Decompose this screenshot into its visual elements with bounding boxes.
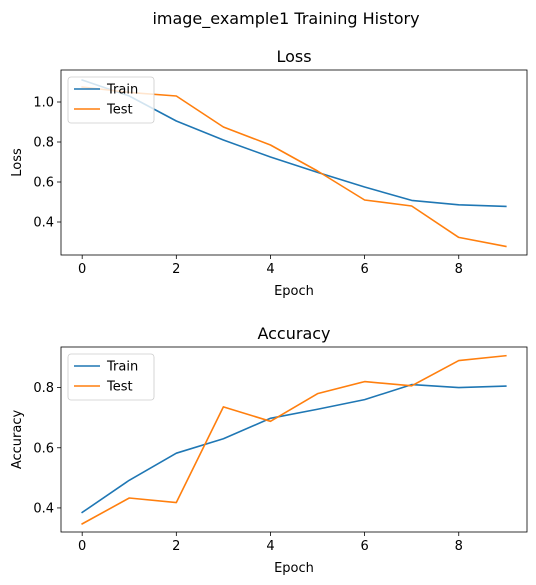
chart0-series-train-point [363,186,365,188]
chart0-frame [60,69,528,256]
chart0-legend-label-train: Train [106,83,138,98]
chart0-series-test-point [363,199,365,201]
chart1-ytick-label: 0.4 [33,501,54,516]
chart1-xlabel: Epoch [274,561,314,576]
chart0-series-train-point [410,199,412,201]
chart0-ylabel: Loss [10,148,25,177]
chart0-series-test-point [175,95,177,97]
chart0-series-train-point [458,204,460,206]
chart1-legend-label-test: Test [106,380,133,395]
chart0-legend: Train Test [67,76,155,124]
chart1-series-train-point [269,417,271,419]
chart1-series-test-point [363,380,365,382]
chart0-xtick-label: 6 [360,262,368,277]
chart0-series-train-point [505,205,507,207]
chart0-series-test-point [316,170,318,172]
chart1-series-test-point [458,359,460,361]
chart1-series-test-line [81,354,507,525]
chart1-series-test-point [316,392,318,394]
chart0-xtick-label: 0 [78,262,86,277]
chart0-series-test-point [222,126,224,128]
chart1-ylabel: Accuracy [10,410,25,470]
chart0-xlabel: Epoch [274,284,314,299]
chart1-xtick-label: 2 [172,539,180,554]
chart1-frame [60,346,528,533]
chart1-series-train-point [458,386,460,388]
chart1-series-test-point [269,420,271,422]
chart1-series-train-point [363,398,365,400]
chart0-xtick-label: 2 [172,262,180,277]
chart1-series-test-point [410,385,412,387]
chart1-ytick-label: 0.6 [33,441,54,456]
chart0-xtick-label: 8 [455,262,463,277]
chart1-xtick-label: 6 [360,539,368,554]
chart0-legend-label-test: Test [106,103,133,118]
chart1-axes: Accuracy 0 2 4 6 8 0.4 0.6 0.8 Epoch Accuracy Train… [10,324,528,576]
chart0-series-train-point [175,120,177,122]
chart1-series-train-point [505,385,507,387]
chart1-series-test-point [505,355,507,357]
chart1-ytick-label: 0.8 [33,381,54,396]
chart0-series-train-point [222,139,224,141]
chart0-series-test-point [269,144,271,146]
chart1-series-train-point [81,511,83,513]
chart1-legend: Train Test [67,353,155,401]
chart1-xtick-label: 0 [78,539,86,554]
chart1-series-train-point [128,479,130,481]
chart1-series-test-point [128,497,130,499]
chart1-series-train-point [222,438,224,440]
chart0-series-test-point [458,236,460,238]
chart0-series-train-point [269,156,271,158]
chart1-series-test-point [81,523,83,525]
chart0-ytick-label: 0.4 [33,216,54,231]
chart1-series-test-point [222,406,224,408]
chart0-ytick-label: 0.6 [33,176,54,191]
chart0-series-test-point [505,245,507,247]
chart1-series-train-point [175,452,177,454]
chart1-legend-label-train: Train [106,360,138,375]
chart0-title: Loss [276,47,311,66]
chart0-ytick-label: 0.8 [33,136,54,151]
chart1-series-train-point [316,408,318,410]
chart0-series-test-point [410,205,412,207]
chart0-axes: Loss 0 2 4 6 8 0.4 0.6 0.8 1.0 Epoch Loss Train Test [10,47,528,299]
chart1-xtick-label: 4 [266,539,274,554]
chart0-xtick-label: 4 [266,262,274,277]
chart1-title: Accuracy [257,324,330,343]
chart1-xtick-label: 8 [455,539,463,554]
chart1-series-train-line [81,383,507,514]
figure-title: image_example1 Training History [152,9,419,29]
chart1-series-test-point [175,501,177,503]
chart0-ytick-label: 1.0 [33,96,54,111]
